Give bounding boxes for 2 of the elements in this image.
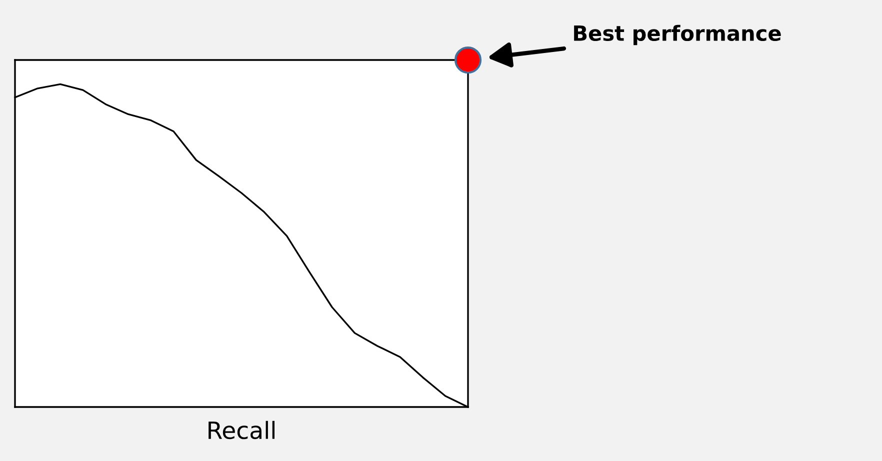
text: Best performance [574, 24, 781, 46]
x-axis-title: Recall [208, 420, 275, 440]
